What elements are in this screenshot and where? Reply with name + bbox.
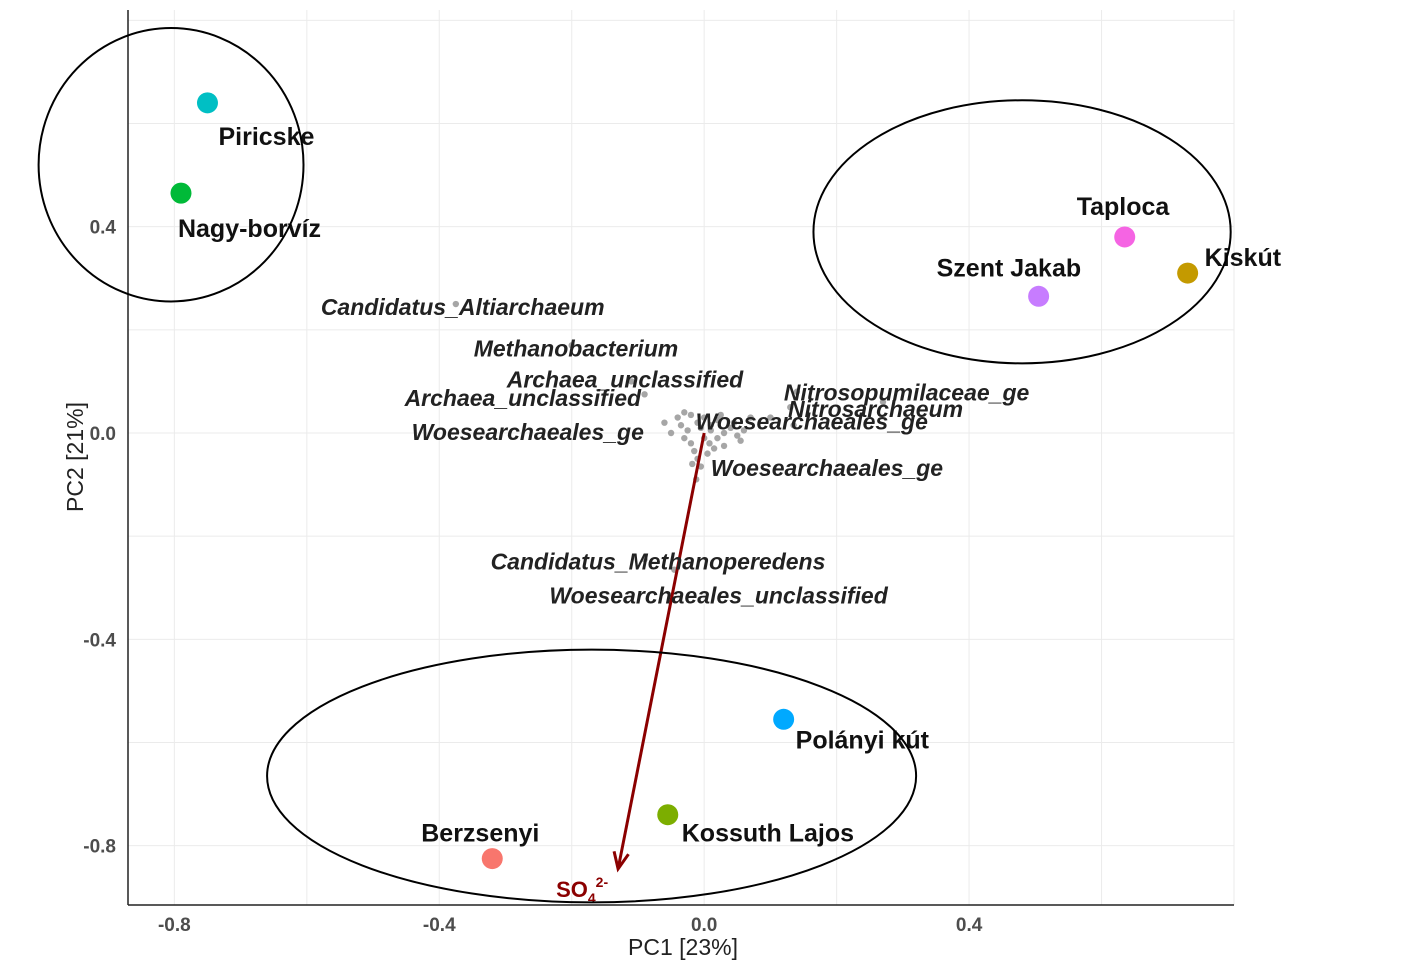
taxon-point [707, 427, 715, 434]
group-ellipses [37, 27, 1232, 904]
sample-label-pol-nyi-k-t: Polányi kút [796, 726, 930, 754]
taxon-point [641, 391, 648, 398]
taxon-label-archaea-unclassified: Archaea_unclassified [506, 366, 744, 392]
taxon-label-archaea-unclassified: Archaea_unclassified [404, 385, 642, 411]
sample-label-kossuth-lajos: Kossuth Lajos [682, 820, 854, 848]
taxon-point [700, 414, 708, 421]
taxon-point [787, 404, 794, 411]
taxon-point [737, 437, 744, 444]
taxon-point [714, 434, 721, 442]
sample-point-piricske [196, 92, 218, 114]
sample-point-nagy-borv-z [170, 182, 192, 204]
taxon-point [727, 424, 734, 432]
so4-vector-label: SO42- [556, 874, 608, 906]
taxon-point [684, 427, 691, 434]
taxon-label-woesearchaeales-unclassified: Woesearchaeales_unclassified [549, 583, 888, 609]
taxon-point [793, 388, 801, 395]
y-tick-label: -0.8 [83, 837, 116, 858]
taxon-label-woesearchaeales-ge: Woesearchaeales_ge [711, 455, 943, 481]
taxon-label-candidatus-methanoperedens: Candidatus_Methanoperedens [491, 548, 826, 574]
x-tick-labels: -0.8 -0.4 0.0 0.4 [158, 915, 983, 936]
taxon-point [661, 419, 668, 426]
sample-point-szent-jakab [1028, 285, 1050, 307]
taxa-labels: Candidatus_Altiarchaeum Methanobacterium A… [321, 294, 1030, 609]
taxon-label-woesearchaeales-ge: Woesearchaeales_ge [696, 408, 928, 434]
taxon-point [677, 422, 685, 429]
taxon-point [681, 434, 688, 442]
taxon-point [717, 411, 724, 419]
y-axis-title: PC2 [21%] [62, 402, 88, 512]
taxon-point [568, 342, 575, 349]
taxon-point [694, 419, 701, 426]
sample-label-szent-jakab: Szent Jakab [937, 254, 1082, 282]
taxon-point [734, 432, 741, 439]
y-tick-label: 0.0 [90, 424, 116, 445]
taxon-point [687, 440, 695, 447]
x-tick-label: 0.4 [956, 915, 983, 936]
sample-point-taploca [1114, 226, 1136, 248]
sample-label-berzsenyi: Berzsenyi [421, 820, 539, 848]
so4-vector-line [616, 432, 706, 870]
taxon-point [674, 414, 681, 421]
y-tick-label: 0.4 [90, 218, 117, 239]
sample-label-kisk-t: Kiskút [1205, 244, 1282, 272]
taxon-point [687, 411, 695, 419]
group-ellipse-top-left [37, 27, 305, 303]
sample-point-berzsenyi [481, 848, 503, 870]
so4-vector-arrowhead [612, 851, 630, 873]
taxon-point [641, 556, 648, 563]
sample-points [170, 92, 1199, 870]
taxon-point [720, 442, 728, 450]
sample-point-pol-nyi-k-t [773, 708, 795, 730]
taxon-point [790, 422, 797, 429]
taxon-point [689, 460, 696, 468]
taxon-point [714, 416, 721, 424]
taxon-point [691, 447, 698, 455]
group-ellipse-top-right [812, 99, 1232, 365]
sample-point-kisk-t [1177, 262, 1199, 284]
x-tick-label: -0.4 [423, 915, 456, 936]
x-axis-title: PC1 [23%] [628, 934, 738, 960]
taxon-point [747, 414, 754, 421]
taxon-point [879, 398, 887, 406]
grid-lines [128, 10, 1235, 905]
taxon-point [740, 427, 748, 434]
taxon-point [667, 429, 675, 437]
taxon-label-nitrosarchaeum: Nitrosarchaeum [788, 396, 963, 422]
taxon-point [707, 422, 715, 429]
y-tick-label: -0.4 [83, 630, 116, 651]
group-ellipse-bottom [266, 648, 918, 904]
taxon-label-woesearchaeales-ge: Woesearchaeales_ge [412, 419, 644, 445]
vectors: SO42- [556, 432, 706, 906]
taxon-point [628, 378, 635, 385]
axes [127, 10, 1234, 906]
taxon-point [704, 450, 711, 457]
taxon-point [720, 429, 728, 437]
taxon-label-candidatus-altiarchaeum: Candidatus_Altiarchaeum [321, 294, 605, 320]
sample-label-taploca: Taploca [1077, 193, 1171, 221]
taxon-point [452, 300, 460, 308]
taxon-point [710, 445, 718, 452]
sample-label-nagy-borv-z: Nagy-borvíz [178, 215, 321, 243]
y-tick-labels: 0.4 0.0 -0.4 -0.8 [83, 218, 116, 858]
taxon-point [767, 414, 774, 421]
taxon-point [697, 424, 705, 432]
x-tick-label: 0.0 [691, 915, 717, 936]
taxon-label-methanobacterium: Methanobacterium [474, 335, 678, 361]
taxon-point [730, 419, 738, 426]
x-tick-label: -0.8 [158, 915, 191, 936]
sample-point-kossuth-lajos [657, 804, 679, 826]
taxon-point [681, 409, 688, 416]
taxon-label-nitrosopumilaceae-ge: Nitrosopumilaceae_ge [784, 380, 1030, 406]
taxon-point [706, 440, 713, 447]
